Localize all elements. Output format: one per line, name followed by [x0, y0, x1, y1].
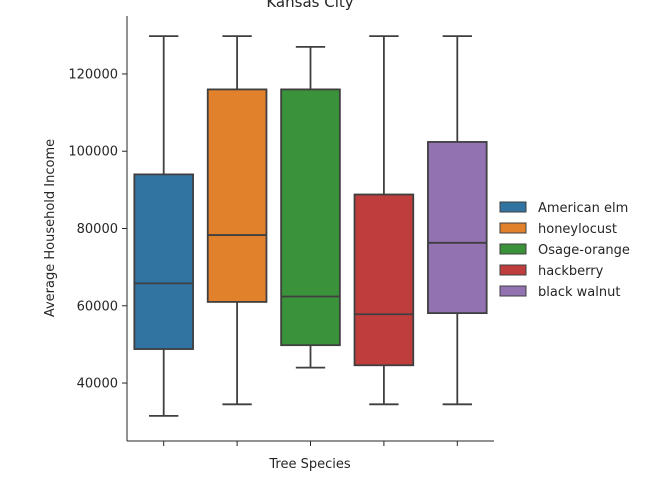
plot-area: 40000 60000 80000 100000 120000	[68, 16, 494, 446]
box-hackberry	[353, 193, 415, 367]
chart-title: Kansas City	[266, 0, 353, 11]
y-tick-label: 120000	[68, 67, 118, 82]
legend-swatch	[499, 222, 527, 234]
y-axis-label: Average Household Income	[43, 139, 58, 317]
y-tick-label: 100000	[68, 145, 118, 160]
legend-label: American elm	[538, 201, 628, 216]
box-osage-orange	[280, 88, 341, 347]
legend-swatch	[499, 243, 527, 255]
legend-label: black walnut	[538, 285, 620, 300]
box-american-elm	[133, 173, 194, 350]
box-black-walnut	[427, 141, 488, 315]
legend-label: honeylocust	[538, 222, 617, 237]
legend-label: hackberry	[538, 264, 604, 279]
box-honeylocust	[206, 88, 268, 303]
legend-swatch	[499, 201, 527, 213]
legend: American elm honeylocust Osage-orange hackb…	[499, 201, 630, 300]
legend-swatch	[499, 264, 527, 276]
y-tick-label: 60000	[77, 299, 118, 314]
y-tick-label: 40000	[77, 377, 118, 392]
x-axis-label: Tree Species	[268, 457, 350, 472]
legend-label: Osage-orange	[538, 243, 630, 258]
y-tick-label: 80000	[77, 222, 118, 237]
legend-swatch	[499, 285, 527, 297]
